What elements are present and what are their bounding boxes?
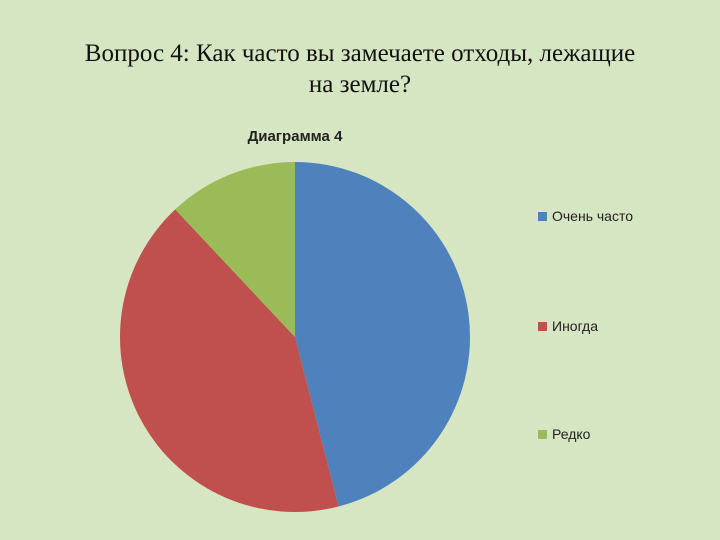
legend-swatch	[538, 321, 547, 331]
legend-swatch	[538, 429, 547, 439]
pie-slice-3	[175, 162, 295, 337]
legend-label: Иногда	[552, 318, 599, 334]
legend-label: Очень часто	[552, 208, 634, 224]
legend-item-2: Иногда	[538, 318, 598, 334]
chart-title: Диаграмма 4	[247, 128, 343, 145]
slide-title: Вопрос 4: Как часто вы замечаете отходы,…	[20, 38, 700, 100]
legend-item-1: Очень часто	[538, 208, 633, 224]
chart-legend: Очень часто Иногда Редко	[538, 0, 718, 540]
legend-swatch	[538, 211, 547, 221]
pie-slice-1	[295, 162, 470, 507]
pie-slice-2	[120, 209, 339, 513]
slide-title-line-1: Вопрос 4: Как часто вы замечаете отходы,…	[84, 40, 636, 67]
slide-title-line-2: на земле?	[308, 71, 412, 98]
legend-label: Редко	[552, 426, 591, 442]
legend-item-3: Редко	[538, 426, 590, 442]
